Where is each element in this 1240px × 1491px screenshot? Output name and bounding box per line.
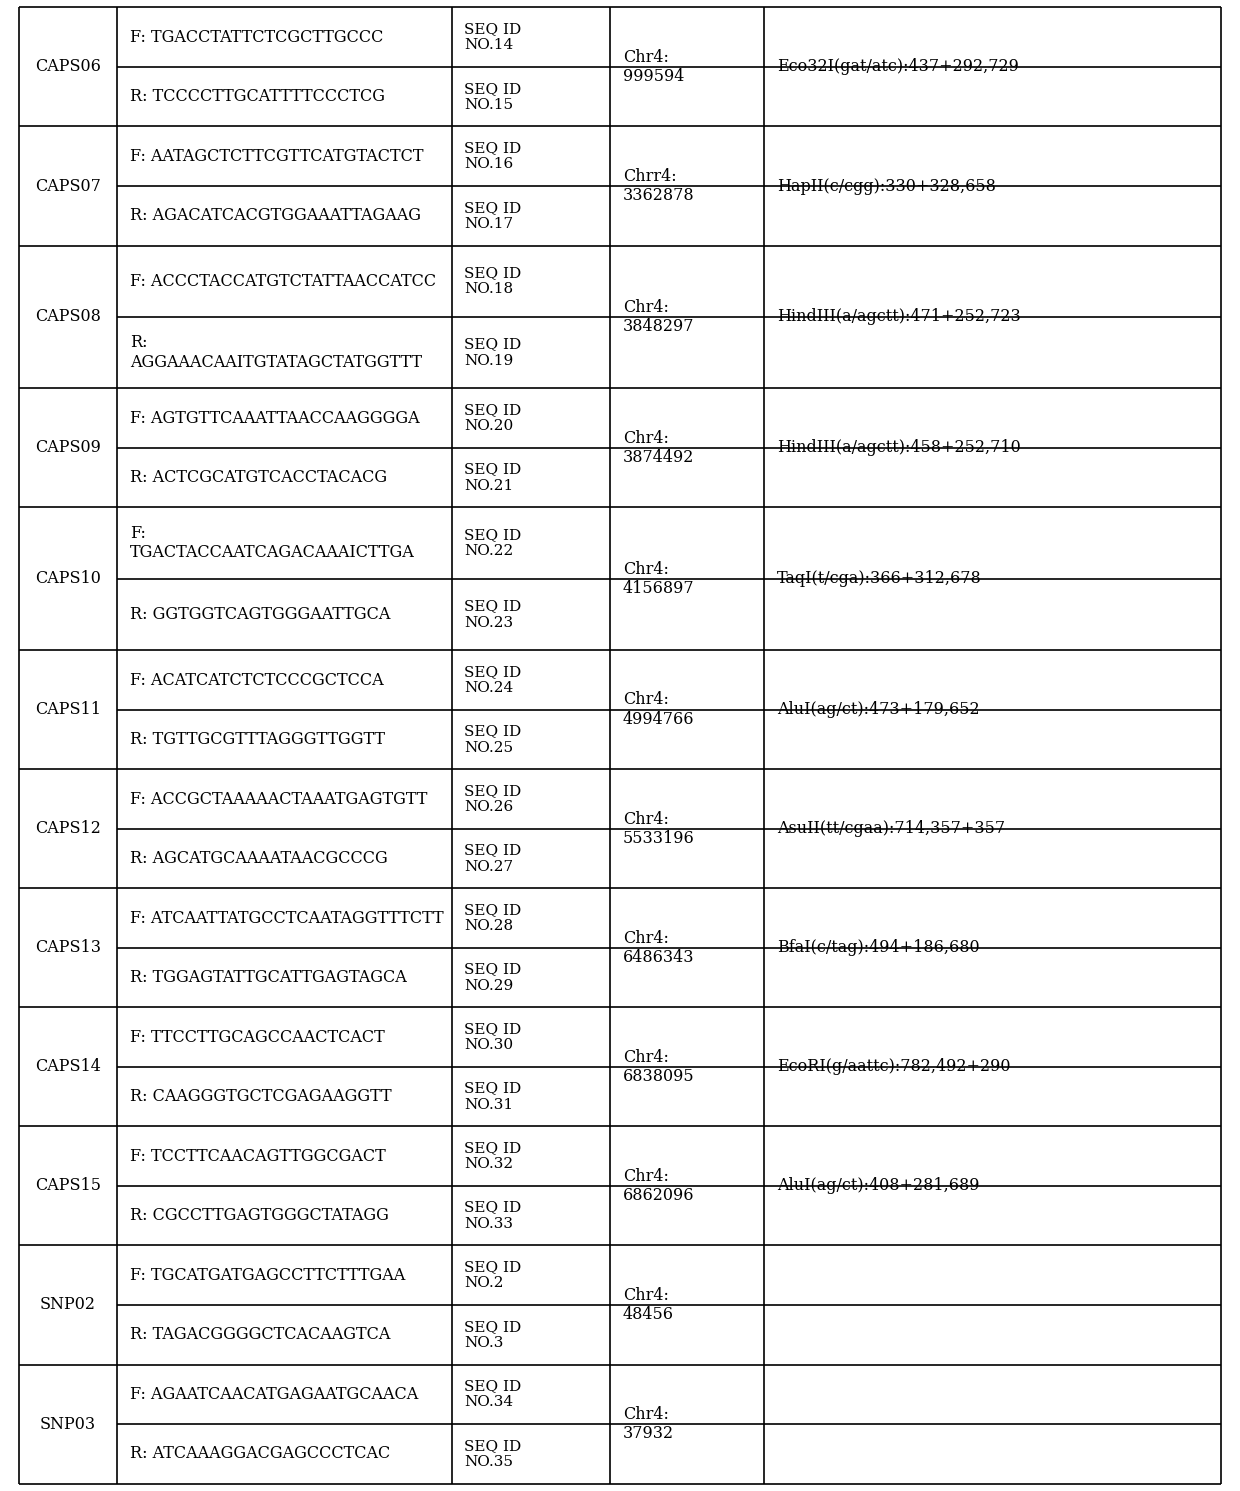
Text: CAPS11: CAPS11 bbox=[35, 701, 100, 719]
Text: SEQ ID
NO.19: SEQ ID NO.19 bbox=[464, 337, 521, 368]
Text: SEQ ID
NO.32: SEQ ID NO.32 bbox=[464, 1141, 521, 1172]
Text: Chr4:
4156897: Chr4: 4156897 bbox=[622, 561, 694, 596]
Text: SEQ ID
NO.28: SEQ ID NO.28 bbox=[464, 904, 521, 933]
Text: SEQ ID
NO.29: SEQ ID NO.29 bbox=[464, 963, 521, 993]
Text: R: AGCATGCAAAATAACGCCCG: R: AGCATGCAAAATAACGCCCG bbox=[130, 850, 387, 868]
Text: SEQ ID
NO.3: SEQ ID NO.3 bbox=[464, 1320, 521, 1349]
Text: F: ATCAATTATGCCTCAATAGGTTTCTT: F: ATCAATTATGCCTCAATAGGTTTCTT bbox=[130, 910, 443, 926]
Text: F:
TGACTACCAATCAGACAAAICTTGA: F: TGACTACCAATCAGACAAAICTTGA bbox=[130, 525, 414, 562]
Text: SEQ ID
NO.16: SEQ ID NO.16 bbox=[464, 142, 521, 171]
Text: SEQ ID
NO.20: SEQ ID NO.20 bbox=[464, 403, 521, 434]
Text: SEQ ID
NO.35: SEQ ID NO.35 bbox=[464, 1439, 521, 1469]
Text: SEQ ID
NO.21: SEQ ID NO.21 bbox=[464, 462, 521, 492]
Text: R: TCCCCTTGCATTTTCCCTCG: R: TCCCCTTGCATTTTCCCTCG bbox=[130, 88, 384, 106]
Text: CAPS07: CAPS07 bbox=[35, 177, 100, 194]
Text: SEQ ID
NO.23: SEQ ID NO.23 bbox=[464, 599, 521, 629]
Text: R: CGCCTTGAGTGGGCTATAGG: R: CGCCTTGAGTGGGCTATAGG bbox=[130, 1208, 388, 1224]
Text: SEQ ID
NO.22: SEQ ID NO.22 bbox=[464, 528, 521, 558]
Text: BfaI(c/tag):494+186,680: BfaI(c/tag):494+186,680 bbox=[776, 939, 980, 956]
Text: R: AGACATCACGTGGAAATTAGAAG: R: AGACATCACGTGGAAATTAGAAG bbox=[130, 207, 420, 224]
Text: SEQ ID
NO.15: SEQ ID NO.15 bbox=[464, 82, 521, 112]
Text: SEQ ID
NO.30: SEQ ID NO.30 bbox=[464, 1021, 521, 1053]
Text: Chr4:
6486343: Chr4: 6486343 bbox=[622, 929, 694, 966]
Text: R: TGGAGTATTGCATTGAGTAGCA: R: TGGAGTATTGCATTGAGTAGCA bbox=[130, 969, 407, 986]
Text: Chr4:
5533196: Chr4: 5533196 bbox=[622, 811, 694, 847]
Text: SEQ ID
NO.34: SEQ ID NO.34 bbox=[464, 1379, 521, 1409]
Text: SEQ ID
NO.18: SEQ ID NO.18 bbox=[464, 267, 521, 297]
Text: Chr4:
3874492: Chr4: 3874492 bbox=[622, 429, 694, 467]
Text: CAPS13: CAPS13 bbox=[35, 939, 100, 956]
Text: F: TGACCTATTCTCGCTTGCCC: F: TGACCTATTCTCGCTTGCCC bbox=[130, 28, 383, 46]
Text: F: TCCTTCAACAGTTGGCGACT: F: TCCTTCAACAGTTGGCGACT bbox=[130, 1148, 386, 1164]
Text: Eco32I(gat/atc):437+292,729: Eco32I(gat/atc):437+292,729 bbox=[776, 58, 1018, 76]
Text: Chr4:
48456: Chr4: 48456 bbox=[622, 1287, 673, 1324]
Text: SEQ ID
NO.2: SEQ ID NO.2 bbox=[464, 1260, 521, 1290]
Text: AluI(ag/ct):408+281,689: AluI(ag/ct):408+281,689 bbox=[776, 1178, 980, 1194]
Text: CAPS15: CAPS15 bbox=[35, 1178, 100, 1194]
Text: CAPS09: CAPS09 bbox=[35, 440, 100, 456]
Text: HindIII(a/agctt):458+252,710: HindIII(a/agctt):458+252,710 bbox=[776, 440, 1021, 456]
Text: SEQ ID
NO.24: SEQ ID NO.24 bbox=[464, 665, 521, 695]
Text: R: TAGACGGGGCTCACAAGTCA: R: TAGACGGGGCTCACAAGTCA bbox=[130, 1327, 391, 1343]
Text: Chr4:
6862096: Chr4: 6862096 bbox=[622, 1167, 694, 1205]
Text: SEQ ID
NO.31: SEQ ID NO.31 bbox=[464, 1081, 521, 1112]
Text: F: ACCGCTAAAAACTAAATGAGTGTT: F: ACCGCTAAAAACTAAATGAGTGTT bbox=[130, 790, 427, 808]
Text: R: TGTTGCGTTTAGGGTTGGTT: R: TGTTGCGTTTAGGGTTGGTT bbox=[130, 731, 384, 748]
Text: TaqI(t/cga):366+312,678: TaqI(t/cga):366+312,678 bbox=[776, 571, 982, 587]
Text: AsuII(tt/cgaa):714,357+357: AsuII(tt/cgaa):714,357+357 bbox=[776, 820, 1004, 838]
Text: SEQ ID
NO.26: SEQ ID NO.26 bbox=[464, 784, 521, 814]
Text: Chrr4:
3362878: Chrr4: 3362878 bbox=[622, 167, 694, 204]
Text: SEQ ID
NO.14: SEQ ID NO.14 bbox=[464, 22, 521, 52]
Text: F: AGTGTTCAAATTAACCAAGGGGA: F: AGTGTTCAAATTAACCAAGGGGA bbox=[130, 410, 419, 426]
Text: R:
AGGAAACAAITGTATAGCTATGGTTT: R: AGGAAACAAITGTATAGCTATGGTTT bbox=[130, 334, 422, 371]
Text: Chr4:
4994766: Chr4: 4994766 bbox=[622, 692, 694, 728]
Text: F: TTCCTTGCAGCCAACTCACT: F: TTCCTTGCAGCCAACTCACT bbox=[130, 1029, 384, 1045]
Text: Chr4:
3848297: Chr4: 3848297 bbox=[622, 298, 694, 335]
Text: SEQ ID
NO.27: SEQ ID NO.27 bbox=[464, 844, 521, 874]
Text: F: AGAATCAACATGAGAATGCAACA: F: AGAATCAACATGAGAATGCAACA bbox=[130, 1385, 418, 1403]
Text: AluI(ag/ct):473+179,652: AluI(ag/ct):473+179,652 bbox=[776, 701, 980, 719]
Text: HapII(c/cgg):330+328,658: HapII(c/cgg):330+328,658 bbox=[776, 177, 996, 194]
Text: Chr4:
999594: Chr4: 999594 bbox=[622, 49, 684, 85]
Text: SNP02: SNP02 bbox=[40, 1297, 95, 1314]
Text: SEQ ID
NO.25: SEQ ID NO.25 bbox=[464, 725, 521, 754]
Text: CAPS08: CAPS08 bbox=[35, 309, 100, 325]
Text: R: ACTCGCATGTCACCTACACG: R: ACTCGCATGTCACCTACACG bbox=[130, 470, 387, 486]
Text: F: ACCCTACCATGTCTATTAACCATCC: F: ACCCTACCATGTCTATTAACCATCC bbox=[130, 273, 435, 289]
Text: SEQ ID
NO.33: SEQ ID NO.33 bbox=[464, 1200, 521, 1230]
Text: R: CAAGGGTGCTCGAGAAGGTT: R: CAAGGGTGCTCGAGAAGGTT bbox=[130, 1088, 392, 1105]
Text: SEQ ID
NO.17: SEQ ID NO.17 bbox=[464, 201, 521, 231]
Text: CAPS12: CAPS12 bbox=[35, 820, 100, 838]
Text: F: ACATCATCTCTCCCGCTCCA: F: ACATCATCTCTCCCGCTCCA bbox=[130, 671, 383, 689]
Text: Chr4:
37932: Chr4: 37932 bbox=[622, 1406, 673, 1442]
Text: EcoRI(g/aattc):782,492+290: EcoRI(g/aattc):782,492+290 bbox=[776, 1059, 1011, 1075]
Text: CAPS06: CAPS06 bbox=[35, 58, 100, 76]
Text: F: AATAGCTCTTCGTTCATGTACTCT: F: AATAGCTCTTCGTTCATGTACTCT bbox=[130, 148, 423, 164]
Text: R: ATCAAAGGACGAGCCCTCAC: R: ATCAAAGGACGAGCCCTCAC bbox=[130, 1445, 389, 1463]
Text: HindIII(a/agctt):471+252,723: HindIII(a/agctt):471+252,723 bbox=[776, 309, 1021, 325]
Text: CAPS14: CAPS14 bbox=[35, 1059, 100, 1075]
Text: F: TGCATGATGAGCCTTCTTTGAA: F: TGCATGATGAGCCTTCTTTGAA bbox=[130, 1267, 405, 1284]
Text: Chr4:
6838095: Chr4: 6838095 bbox=[622, 1048, 694, 1085]
Text: SNP03: SNP03 bbox=[40, 1415, 95, 1433]
Text: R: GGTGGTCAGTGGGAATTGCA: R: GGTGGTCAGTGGGAATTGCA bbox=[130, 605, 391, 623]
Text: CAPS10: CAPS10 bbox=[35, 571, 100, 587]
